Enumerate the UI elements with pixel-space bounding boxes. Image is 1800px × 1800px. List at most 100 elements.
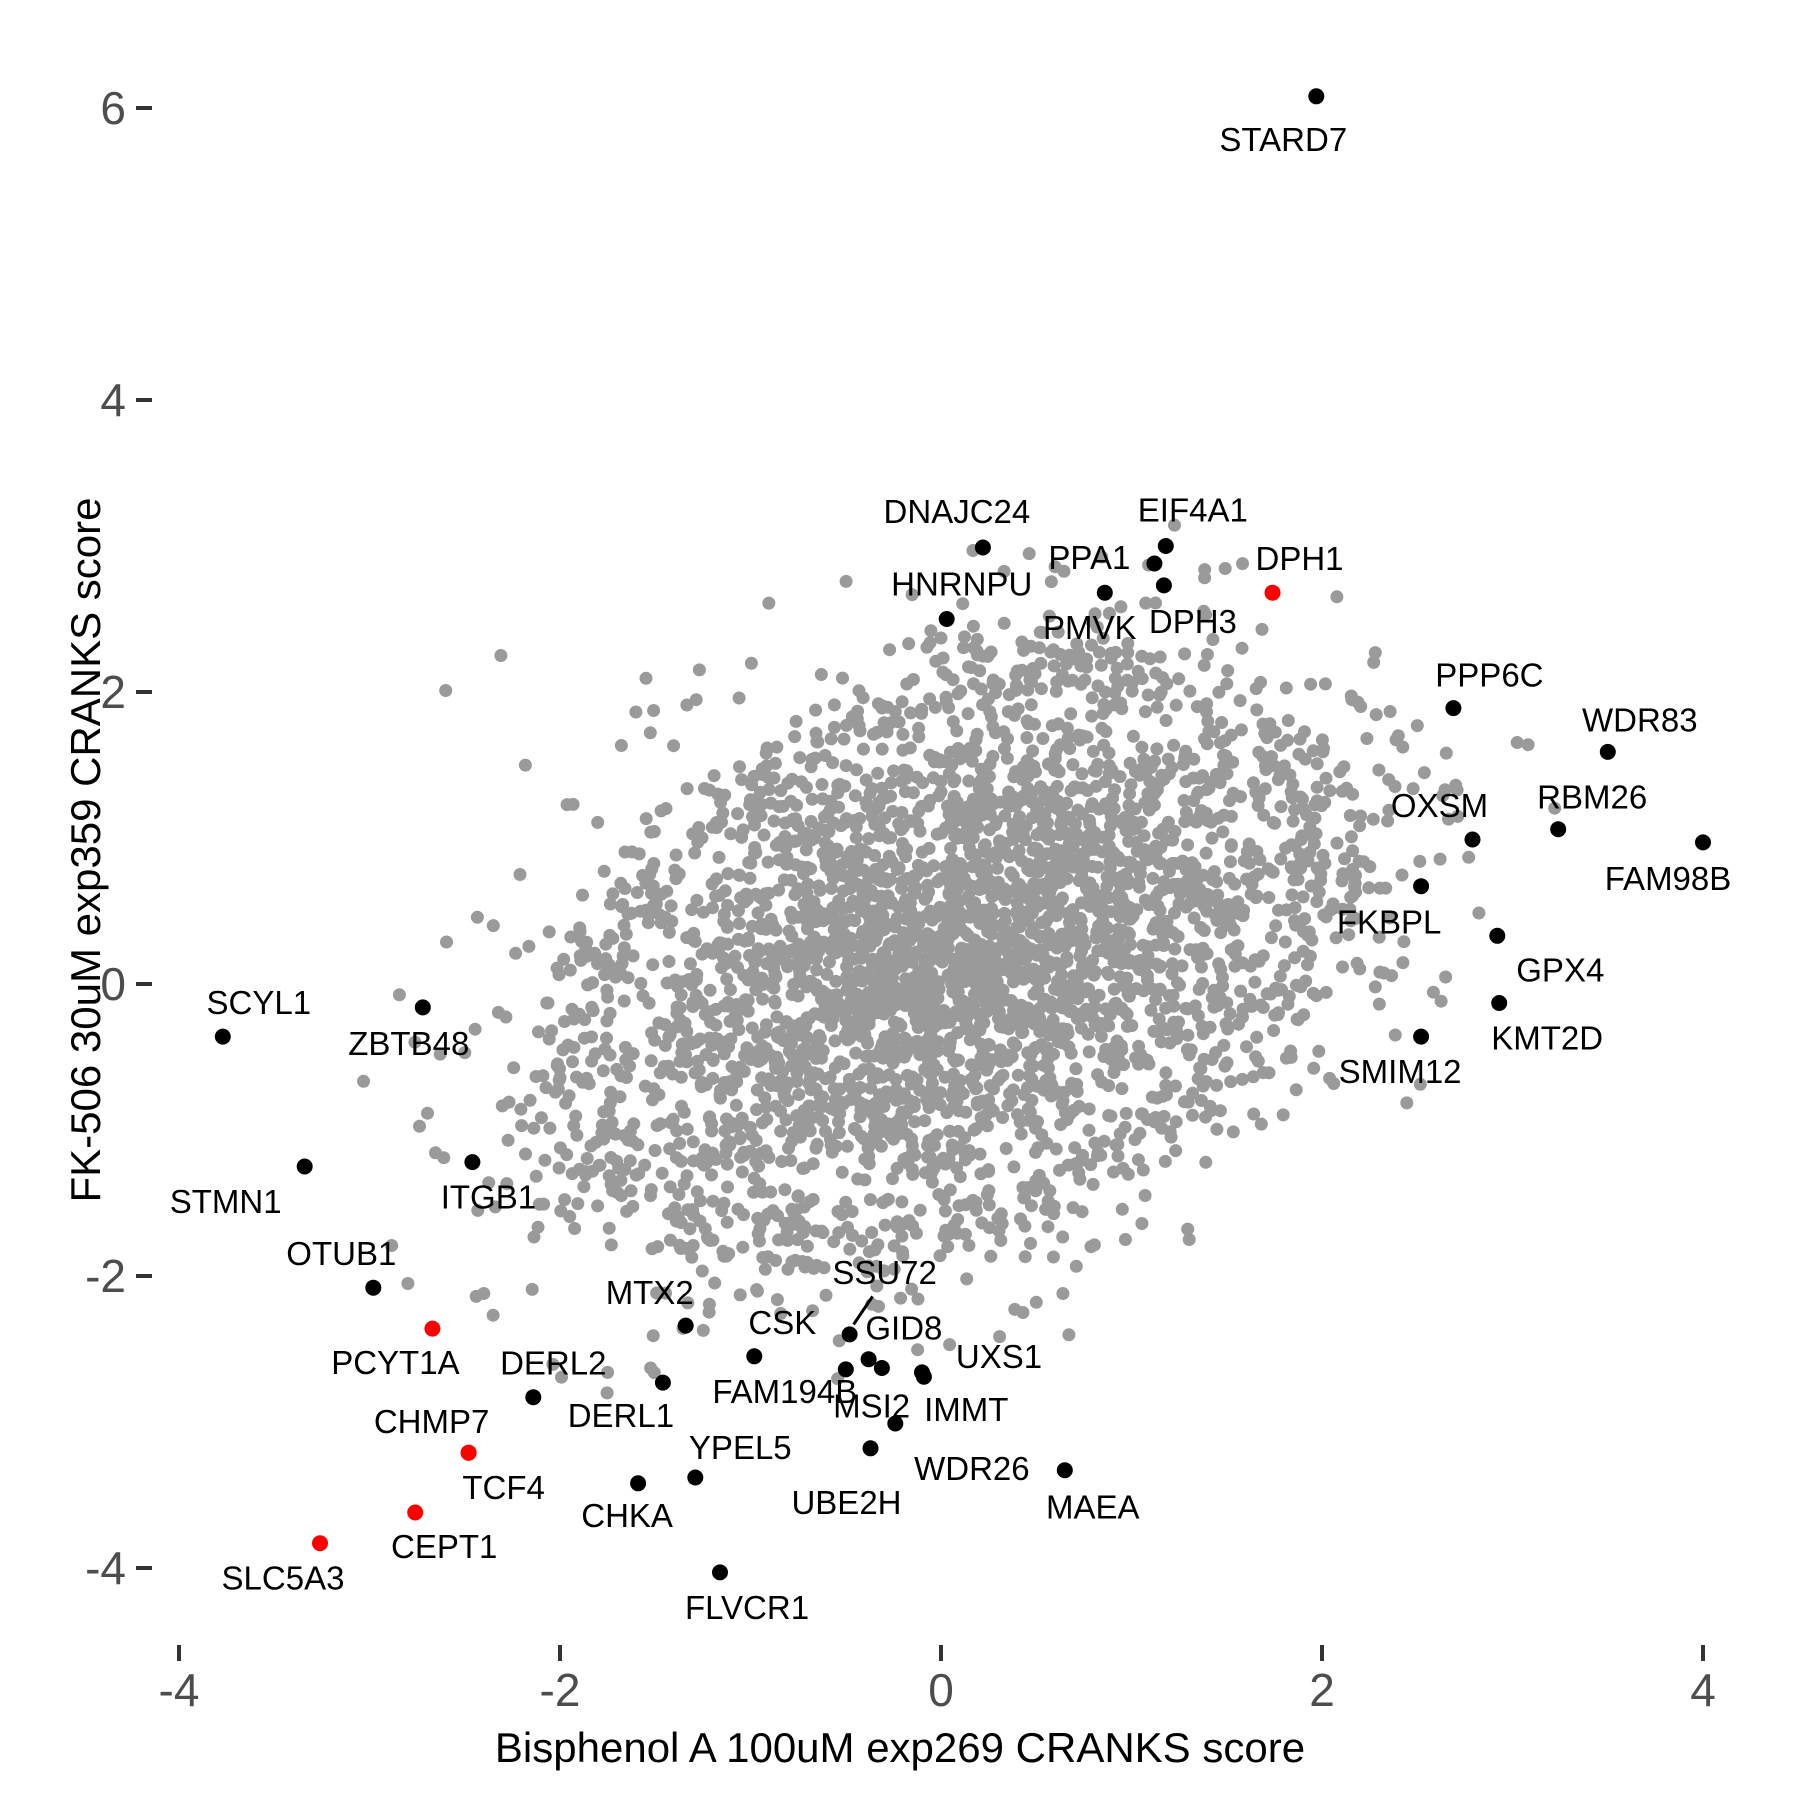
gray-point bbox=[1257, 808, 1271, 822]
gray-point bbox=[1177, 1095, 1191, 1109]
gray-point bbox=[777, 840, 791, 854]
gray-point bbox=[1165, 957, 1179, 971]
gray-point bbox=[805, 752, 819, 766]
gray-point bbox=[1224, 943, 1238, 957]
gray-point bbox=[779, 1081, 792, 1095]
gray-point bbox=[650, 1286, 664, 1300]
gray-point bbox=[675, 975, 689, 989]
gray-point bbox=[1069, 1259, 1083, 1273]
gray-point bbox=[826, 906, 840, 919]
gray-point bbox=[1033, 943, 1047, 957]
gray-point bbox=[995, 1217, 1009, 1231]
gray-point bbox=[1032, 878, 1046, 892]
gray-point bbox=[868, 1106, 881, 1120]
gray-point bbox=[706, 1194, 720, 1208]
gray-point bbox=[1036, 732, 1050, 745]
gray-point bbox=[751, 906, 765, 920]
gray-point bbox=[791, 1218, 805, 1232]
gray-point bbox=[756, 1251, 770, 1264]
gray-point bbox=[850, 763, 863, 777]
gray-point bbox=[1031, 983, 1045, 997]
gray-point bbox=[616, 949, 630, 963]
gray-point bbox=[1050, 779, 1064, 793]
gray-point bbox=[1105, 1002, 1119, 1016]
gray-point bbox=[1122, 956, 1136, 970]
gray-point bbox=[1128, 765, 1142, 778]
gray-point bbox=[997, 725, 1011, 739]
gray-point bbox=[960, 824, 974, 838]
gray-point bbox=[1314, 867, 1328, 881]
gray-point bbox=[880, 875, 894, 889]
gray-point bbox=[962, 1238, 976, 1252]
gray-point bbox=[1362, 881, 1376, 895]
gene-point-mtx2 bbox=[677, 1317, 694, 1334]
gray-point bbox=[1368, 980, 1382, 994]
gray-point bbox=[1183, 943, 1197, 957]
gray-point bbox=[791, 910, 805, 924]
gray-point bbox=[1051, 974, 1064, 988]
gray-point bbox=[1191, 787, 1205, 801]
gray-point bbox=[1124, 778, 1138, 792]
gray-point bbox=[1136, 1163, 1150, 1177]
gray-point bbox=[1296, 792, 1309, 806]
gray-point bbox=[1304, 677, 1318, 691]
gray-point bbox=[1300, 808, 1314, 822]
gray-point bbox=[1135, 649, 1149, 663]
gray-point bbox=[1081, 1027, 1095, 1041]
gray-point bbox=[1363, 860, 1377, 874]
gray-point bbox=[495, 1099, 509, 1113]
gray-point bbox=[1234, 723, 1248, 737]
gray-point bbox=[1097, 738, 1111, 752]
gray-point bbox=[877, 1264, 891, 1278]
gray-point bbox=[759, 746, 773, 760]
gray-point bbox=[586, 1164, 599, 1178]
gray-point bbox=[1094, 1148, 1108, 1162]
gray-point bbox=[532, 1025, 545, 1039]
gray-point bbox=[1194, 1094, 1208, 1107]
x-tick-label: 2 bbox=[1309, 1664, 1335, 1716]
gray-point bbox=[973, 800, 987, 814]
gray-point bbox=[991, 875, 1005, 889]
gene-point-stmn1 bbox=[296, 1158, 313, 1175]
gray-point bbox=[1057, 564, 1071, 578]
gray-point bbox=[857, 1021, 871, 1035]
gray-point bbox=[982, 1198, 996, 1212]
gray-point bbox=[1132, 670, 1146, 684]
gray-point bbox=[1276, 1108, 1290, 1122]
gray-point bbox=[1075, 729, 1089, 743]
gray-point bbox=[1252, 745, 1266, 759]
gray-point bbox=[1197, 924, 1211, 937]
gray-point bbox=[1196, 769, 1210, 783]
gray-point bbox=[814, 668, 828, 681]
gray-point bbox=[827, 698, 841, 712]
gray-point bbox=[634, 976, 648, 990]
gray-point bbox=[1187, 911, 1201, 925]
gray-point bbox=[946, 927, 960, 941]
gray-point bbox=[1021, 1081, 1034, 1095]
gray-point bbox=[1004, 994, 1018, 1007]
gray-point bbox=[923, 1150, 937, 1164]
gray-point bbox=[678, 1016, 692, 1030]
gray-point bbox=[907, 883, 921, 897]
gray-point bbox=[968, 987, 981, 1001]
gray-point bbox=[944, 841, 958, 855]
gene-point-flvcr1 bbox=[712, 1564, 728, 1581]
gray-point bbox=[638, 1158, 652, 1172]
gray-point bbox=[1319, 771, 1333, 785]
gene-label-uxs1: UXS1 bbox=[956, 1338, 1042, 1375]
gray-point bbox=[1372, 930, 1386, 944]
gray-point bbox=[774, 1307, 788, 1320]
gray-point bbox=[961, 707, 975, 721]
gray-point bbox=[1166, 989, 1180, 1002]
gray-point bbox=[856, 843, 870, 857]
gray-point bbox=[813, 1031, 827, 1045]
gray-point bbox=[826, 989, 840, 1003]
gray-point bbox=[1242, 837, 1256, 851]
gray-point bbox=[762, 596, 776, 610]
gray-point bbox=[1247, 870, 1261, 884]
gray-point bbox=[1018, 1013, 1031, 1027]
gray-point bbox=[1026, 1059, 1040, 1073]
gray-point bbox=[889, 1083, 903, 1097]
gray-point bbox=[1118, 943, 1132, 956]
gray-point bbox=[1063, 648, 1077, 662]
